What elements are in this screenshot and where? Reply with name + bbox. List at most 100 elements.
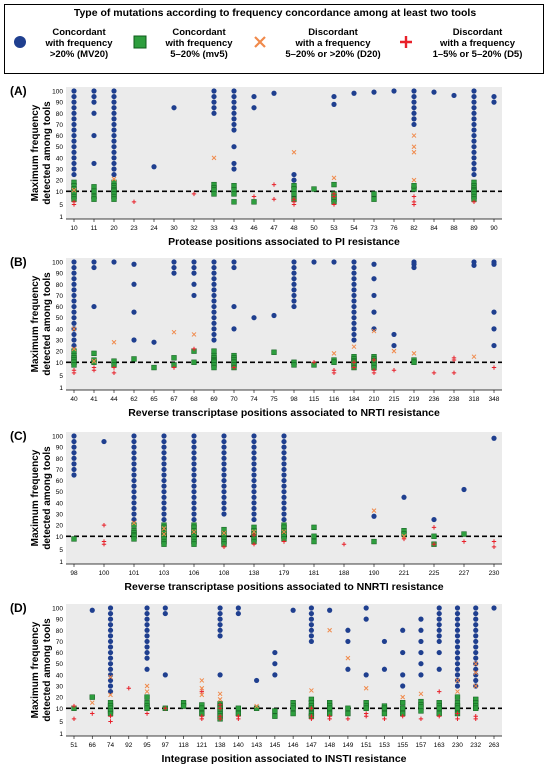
point-mv20 [71,281,77,287]
point-mv5 [91,188,97,194]
point-mv5 [144,705,150,711]
point-mv5 [231,199,237,205]
y-tick-label: 60 [56,304,64,311]
point-mv20 [454,672,461,678]
point-mv20 [162,672,168,678]
x-tick-label: 88 [450,225,458,232]
square-marker-icon [133,35,147,49]
point-d5 [144,711,150,716]
point-mv20 [231,264,237,271]
point-mv20 [191,500,197,506]
point-mv20 [71,270,77,276]
point-d5 [90,711,95,716]
point-mv5 [371,538,377,545]
point-mv5 [91,359,97,365]
point-mv20 [251,433,257,439]
point-mv20 [107,610,114,617]
point-mv5 [454,694,461,700]
point-d20 [418,691,424,697]
plot-area [66,604,502,736]
y-axis-label-line2: detected among tools [42,446,53,550]
point-mv20 [211,281,217,287]
x-tick-label: 318 [469,396,480,403]
x-axis-label: Reverse transcriptase positions associat… [124,581,443,593]
point-mv20 [111,127,117,133]
point-mv5 [363,705,369,711]
point-mv5 [91,196,97,202]
point-mv20 [144,616,150,622]
legend-mv20-line2: with frequency [45,38,113,49]
point-mv20 [473,677,479,684]
point-mv20 [281,505,287,512]
point-mv20 [351,331,357,338]
point-mv20 [71,132,77,139]
point-mv20 [161,477,167,484]
point-mv20 [217,622,223,628]
point-mv20 [191,450,197,456]
point-mv20 [111,110,117,116]
point-d20 [401,533,407,539]
x-tick-label: 11 [91,225,98,232]
point-mv20 [71,276,77,282]
point-mv20 [351,276,357,282]
point-mv20 [131,500,137,506]
point-d20 [345,655,351,661]
y-tick-label: 40 [56,326,64,333]
point-mv20 [211,331,217,338]
point-mv20 [251,505,257,512]
point-d5 [199,716,205,722]
point-mv20 [91,93,97,100]
legend-item-d20: Discordant with a frequency 5–20% or >20… [251,21,401,73]
point-mv5 [371,191,377,197]
point-mv5 [151,364,157,371]
point-mv20 [161,472,167,478]
point-mv20 [111,166,117,172]
point-d5 [101,542,107,547]
point-mv20 [71,342,77,349]
point-d5 [451,357,457,363]
x-tick-label: 155 [397,742,408,749]
plot-area [66,87,502,219]
point-mv20 [231,259,237,265]
x-tick-label: 138 [249,570,260,577]
point-mv20 [217,627,223,633]
point-mv5 [161,541,167,547]
point-d20 [217,691,223,697]
point-mv20 [281,511,287,517]
x-tick-label: 215 [389,396,400,403]
point-mv20 [211,93,217,100]
y-tick-label: 1 [59,214,63,221]
x-tick-label: 66 [89,742,97,749]
point-d5 [217,716,223,722]
point-mv20 [161,444,167,450]
point-mv20 [371,309,377,315]
point-mv20 [111,116,117,122]
chart-panel-1: (B)Maximum frequency detected among tools… [10,255,502,419]
point-d20 [171,329,177,335]
x-tick-label: 23 [130,225,138,232]
point-d5 [455,711,460,716]
point-d20 [281,529,287,535]
point-d20 [391,348,397,354]
point-mv20 [111,121,117,128]
point-mv20 [144,627,150,633]
point-d20 [221,530,227,536]
x-tick-label: 163 [434,742,445,749]
point-mv20 [231,105,237,111]
x-tick-label: 145 [269,742,280,749]
x-tick-label: 100 [99,570,110,577]
x-tick-label: 73 [370,225,378,232]
point-mv5 [180,703,187,709]
point-mv20 [371,261,377,267]
legend-item-mv20: Concordant with frequency >20% (MV20) [11,21,136,73]
point-d20 [199,685,205,691]
legend-mv20-line1: Concordant [52,27,106,38]
y-tick-label: 40 [56,500,64,507]
point-mv20 [235,605,241,611]
point-mv5 [371,196,377,202]
point-mv5 [71,362,77,368]
point-d5 [331,194,337,199]
point-mv20 [281,516,287,523]
point-mv20 [436,610,442,617]
point-mv20 [272,661,278,667]
